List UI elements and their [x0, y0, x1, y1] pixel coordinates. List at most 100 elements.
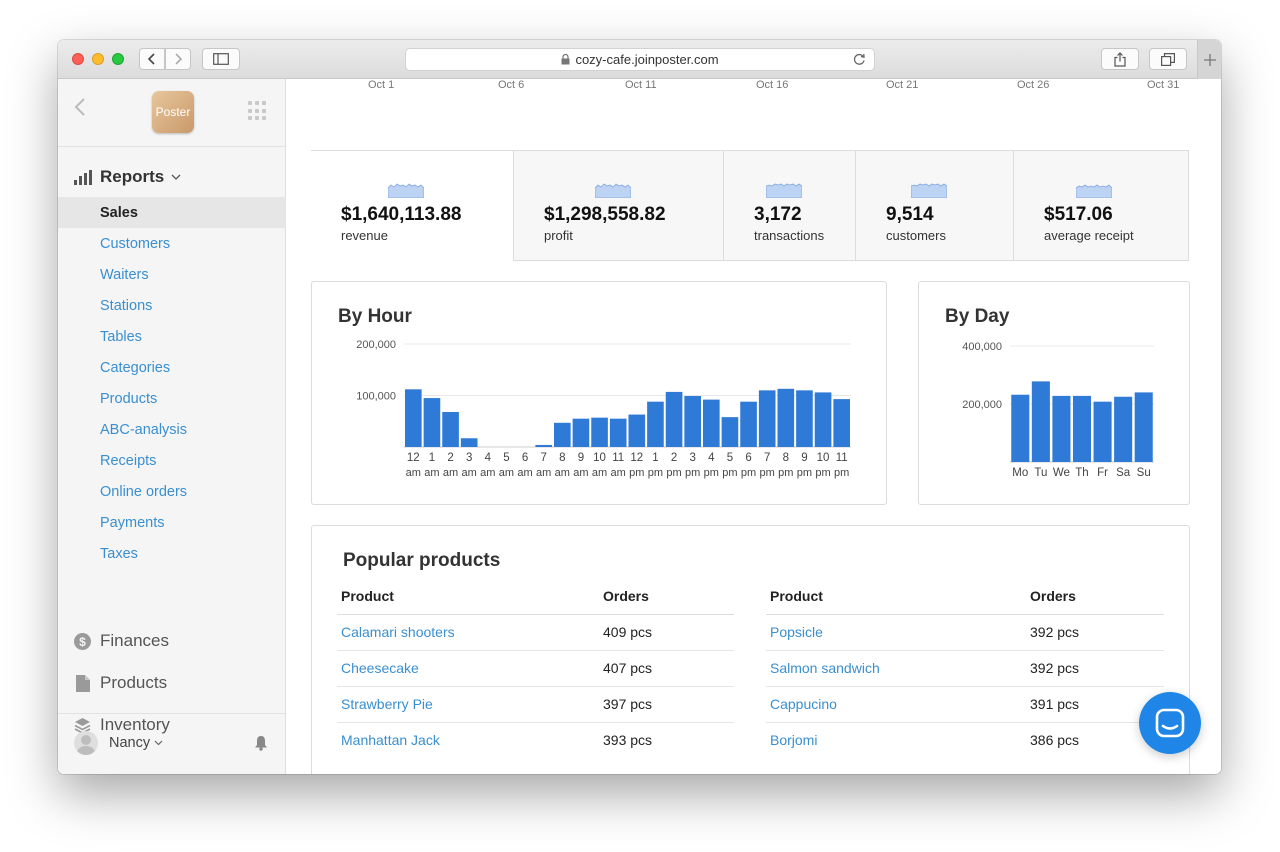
- x-tick-label: Fr: [1097, 467, 1108, 479]
- address-bar[interactable]: cozy-cafe.joinposter.com: [405, 48, 875, 71]
- x-tick-label-suffix: pm: [834, 467, 849, 479]
- forward-button[interactable]: [165, 48, 191, 70]
- bar: [1011, 394, 1030, 462]
- sidebar-section-inventory[interactable]: Inventory: [74, 715, 170, 735]
- sidebar-item-categories[interactable]: Categories: [100, 359, 171, 376]
- back-button[interactable]: [139, 48, 165, 70]
- sidebar-divider: [58, 146, 286, 147]
- bar: [758, 390, 776, 447]
- x-tick-label: 1: [652, 452, 658, 464]
- sidebar-item-receipts[interactable]: Receipts: [100, 452, 157, 469]
- x-tick-label-suffix: am: [424, 467, 439, 479]
- x-tick-label: 3: [466, 452, 472, 464]
- x-tick-label-suffix: am: [443, 467, 458, 479]
- product-link[interactable]: Borjomi: [770, 732, 818, 749]
- x-tick-label: 10: [593, 452, 606, 464]
- products-label: Products: [100, 673, 168, 692]
- new-tab-button[interactable]: [1197, 40, 1221, 79]
- lock-icon: [561, 54, 570, 65]
- bar: [740, 401, 757, 447]
- x-tick-label-suffix: pm: [704, 467, 719, 479]
- product-link[interactable]: Strawberry Pie: [337, 686, 599, 723]
- x-tick-label-suffix: pm: [778, 467, 793, 479]
- x-tick-label-suffix: am: [592, 467, 607, 479]
- y-tick-label: 200,000: [962, 399, 1002, 411]
- sidebar-item-abc-analysis[interactable]: ABC-analysis: [100, 421, 188, 438]
- close-window-button[interactable]: [72, 53, 84, 65]
- user-name: Nancy: [109, 735, 151, 751]
- chevron-left-icon: [148, 53, 155, 65]
- sidebar-item-customers[interactable]: Customers: [100, 235, 171, 252]
- sidebar-item-payments[interactable]: Payments: [100, 514, 165, 531]
- date-label: Oct 21: [886, 79, 919, 91]
- chat-button[interactable]: [1139, 692, 1201, 754]
- minimize-window-button[interactable]: [92, 53, 104, 65]
- product-link[interactable]: Popsicle: [766, 614, 1026, 651]
- x-tick-label-suffix: pm: [629, 467, 644, 479]
- bar: [460, 438, 478, 447]
- table-row: Strawberry Pie 397 pcs: [337, 686, 734, 723]
- sidebar-back-button[interactable]: [74, 97, 86, 123]
- sidebar-toggle-button[interactable]: [202, 48, 240, 70]
- x-tick-label-suffix: am: [517, 467, 532, 479]
- bar: [814, 392, 832, 447]
- zoom-window-button[interactable]: [112, 53, 124, 65]
- stat-tab-revenue[interactable]: $1,640,113.88 revenue: [311, 151, 513, 261]
- orders-cell: 407 pcs: [599, 650, 734, 687]
- date-axis: Oct 1 Oct 6 Oct 11 Oct 16 Oct 21 Oct 26 …: [287, 79, 1221, 99]
- sparkline-icon: [911, 183, 947, 198]
- bell-icon[interactable]: [254, 735, 268, 751]
- stat-tab-customers[interactable]: 9,514 customers: [855, 151, 1013, 261]
- stat-tab-profit[interactable]: $1,298,558.82 profit: [513, 151, 723, 261]
- stat-value: 9,514: [886, 204, 934, 225]
- date-label: Oct 31: [1147, 79, 1180, 91]
- x-tick-label: 8: [783, 452, 789, 464]
- table-row: Popsicle 392 pcs: [766, 614, 1164, 651]
- by-day-chart: 400,000 200,000 Mo Tu We Th Fr Sa Su: [962, 341, 1154, 479]
- orders-cell: 409 pcs: [599, 614, 734, 651]
- orders-cell: 393 pcs: [603, 732, 653, 749]
- sidebar-section-finances[interactable]: $ Finances: [74, 631, 169, 651]
- x-tick-label-suffix: pm: [797, 467, 812, 479]
- sparkline-icon: [388, 183, 424, 198]
- user-menu[interactable]: Nancy: [74, 731, 163, 755]
- sidebar-item-online-orders[interactable]: Online orders: [100, 483, 188, 500]
- poster-logo[interactable]: Poster: [152, 91, 194, 133]
- sidebar-item-products[interactable]: Products: [100, 390, 158, 407]
- product-link[interactable]: Manhattan Jack: [341, 732, 440, 749]
- table-row: Borjomi 386 pcs: [766, 722, 1164, 758]
- product-link[interactable]: Salmon sandwich: [766, 650, 1026, 687]
- sidebar-item-waiters[interactable]: Waiters: [100, 266, 149, 283]
- chevron-down-icon: [171, 174, 181, 180]
- sidebar-item-sales[interactable]: Sales: [58, 197, 286, 228]
- product-link[interactable]: Cheesecake: [337, 650, 599, 687]
- share-button[interactable]: [1101, 48, 1139, 70]
- product-link[interactable]: Cappucino: [766, 686, 1026, 723]
- apps-grid-icon[interactable]: [248, 101, 268, 121]
- popular-products-table-left: Product Orders Calamari shooters 409 pcs …: [337, 578, 734, 758]
- column-header-orders: Orders: [1026, 578, 1164, 615]
- sidebar-item-stations[interactable]: Stations: [100, 297, 153, 314]
- y-tick-label: 400,000: [962, 341, 1002, 353]
- logo-text: Poster: [155, 105, 191, 119]
- product-link[interactable]: Calamari shooters: [337, 614, 599, 651]
- reports-menu[interactable]: Reports: [74, 167, 181, 187]
- stat-tab-transactions[interactable]: 3,172 transactions: [723, 151, 855, 261]
- main-content: Oct 1 Oct 6 Oct 11 Oct 16 Oct 21 Oct 26 …: [287, 79, 1221, 774]
- bar: [1114, 396, 1133, 462]
- x-tick-label: We: [1053, 467, 1070, 479]
- bar: [833, 399, 850, 447]
- reload-icon[interactable]: [853, 53, 866, 66]
- stat-tab-average-receipt[interactable]: $517.06 average receipt: [1013, 151, 1189, 261]
- bar: [1134, 392, 1153, 462]
- sidebar-item-taxes[interactable]: Taxes: [100, 545, 138, 562]
- tabs-overview-button[interactable]: [1149, 48, 1187, 70]
- sidebar-section-products[interactable]: Products: [74, 673, 167, 693]
- y-tick-label: 100,000: [356, 391, 396, 403]
- table-row: Manhattan Jack 393 pcs: [337, 722, 734, 758]
- sidebar-item-tables[interactable]: Tables: [100, 328, 142, 345]
- x-tick-label: 11: [836, 452, 848, 464]
- date-label: Oct 16: [756, 79, 789, 91]
- x-tick-label: Sa: [1116, 467, 1131, 479]
- x-tick-label-suffix: am: [573, 467, 588, 479]
